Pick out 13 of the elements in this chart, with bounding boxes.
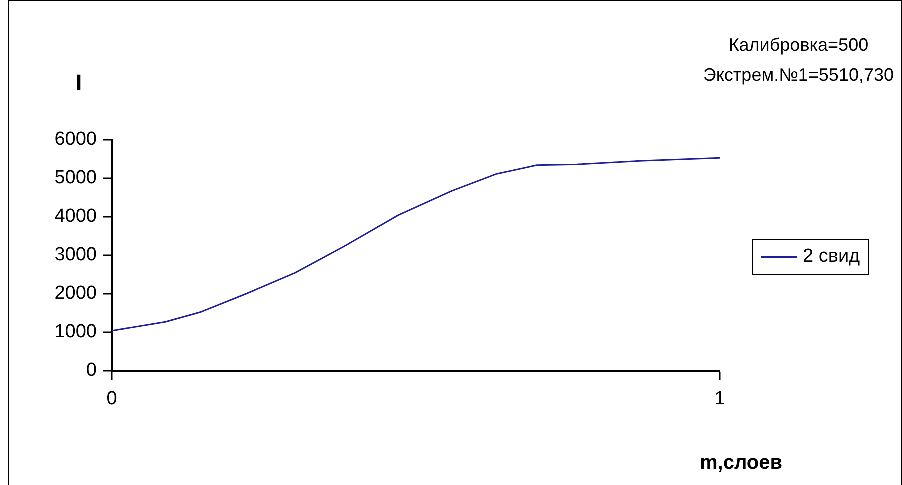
x-tick-label: 1 xyxy=(714,388,726,410)
legend-label: 2 свид xyxy=(803,246,860,268)
y-tick-label: 0 xyxy=(86,360,97,382)
x-axis-title: m,слоев xyxy=(700,452,783,475)
y-tick-label: 2000 xyxy=(54,283,97,304)
text: Калибровка=500 xyxy=(728,34,870,57)
text: Экстрем.№1=5510,730 xyxy=(703,64,894,87)
y-tick-label: 5000 xyxy=(54,168,97,189)
y-tick-label: 4000 xyxy=(54,206,97,228)
y-tick-label: 6000 xyxy=(54,129,97,150)
y-tick-label: 3000 xyxy=(54,244,97,266)
y-tick-label: 1000 xyxy=(54,322,97,343)
y-axis-title: I xyxy=(76,70,82,96)
